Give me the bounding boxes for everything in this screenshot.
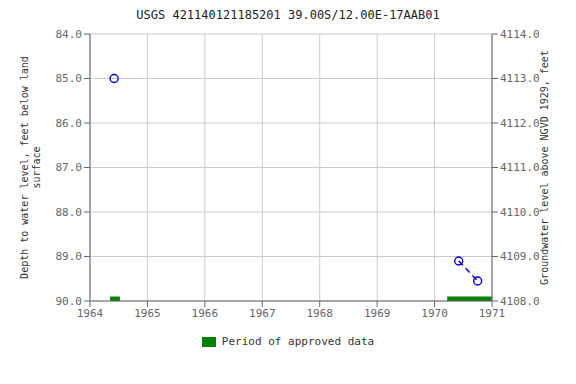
svg-text:89.0: 89.0 <box>56 250 83 263</box>
svg-text:1968: 1968 <box>306 307 333 320</box>
svg-text:4114.0: 4114.0 <box>500 28 540 41</box>
svg-text:4111.0: 4111.0 <box>500 161 540 174</box>
svg-text:Groundwater level above NGVD 1: Groundwater level above NGVD 1929, feet <box>539 50 550 285</box>
svg-text:87.0: 87.0 <box>56 161 83 174</box>
svg-text:1966: 1966 <box>192 307 219 320</box>
svg-text:1964: 1964 <box>77 307 104 320</box>
svg-text:1967: 1967 <box>249 307 276 320</box>
svg-text:90.0: 90.0 <box>56 295 83 308</box>
svg-text:4113.0: 4113.0 <box>500 72 540 85</box>
svg-text:4109.0: 4109.0 <box>500 250 540 263</box>
html-text:Period of approved data: Period of approved data <box>221 335 375 348</box>
svg-text:Depth to water level, feet bel: Depth to water level, feet below landsur… <box>19 56 42 279</box>
svg-text:4110.0: 4110.0 <box>500 206 540 219</box>
svg-text:4112.0: 4112.0 <box>500 117 540 130</box>
svg-text:1970: 1970 <box>421 307 448 320</box>
svg-text:1965: 1965 <box>134 307 161 320</box>
svg-text:85.0: 85.0 <box>56 72 83 85</box>
svg-text:1971: 1971 <box>479 307 506 320</box>
svg-text:4108.0: 4108.0 <box>500 295 540 308</box>
svg-text:1969: 1969 <box>364 307 391 320</box>
svg-text:86.0: 86.0 <box>56 117 83 130</box>
svg-text:84.0: 84.0 <box>56 28 83 41</box>
svg-text:88.0: 88.0 <box>56 206 83 219</box>
html-text:USGS 421140121185201 39.00S/12: USGS 421140121185201 39.00S/12.00E-17AAB… <box>136 8 440 22</box>
